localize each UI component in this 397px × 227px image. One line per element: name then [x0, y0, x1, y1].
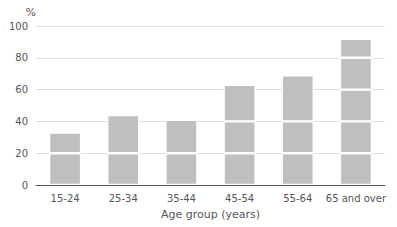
svg-text:100: 100	[9, 21, 28, 32]
svg-text:%: %	[26, 6, 36, 19]
svg-text:25-34: 25-34	[109, 193, 138, 204]
svg-text:35-44: 35-44	[167, 193, 196, 204]
svg-text:Age group (years): Age group (years)	[161, 208, 260, 221]
svg-text:55-64: 55-64	[283, 193, 312, 204]
svg-text:15-24: 15-24	[51, 193, 80, 204]
svg-text:80: 80	[15, 52, 28, 63]
svg-text:0: 0	[22, 180, 28, 191]
svg-text:40: 40	[15, 116, 28, 127]
svg-text:20: 20	[15, 148, 28, 159]
svg-text:65 and over: 65 and over	[326, 193, 387, 204]
svg-text:60: 60	[15, 84, 28, 95]
svg-text:45-54: 45-54	[225, 193, 254, 204]
